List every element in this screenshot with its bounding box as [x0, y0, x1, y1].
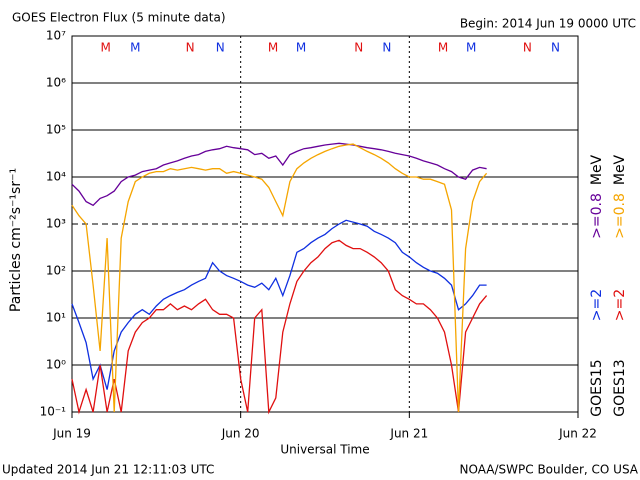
legend-satellite: GOES15	[589, 359, 605, 416]
series-line	[71, 239, 488, 415]
legend-entry: >=0.8	[612, 193, 628, 239]
legend-unit: MeV	[589, 154, 605, 185]
y-tick-label: 10⁷	[46, 29, 66, 43]
x-tick-label: Jun 20	[221, 427, 260, 441]
event-marker: M	[130, 41, 140, 55]
event-marker: N	[186, 41, 195, 55]
series-line	[71, 142, 487, 207]
y-tick-label: 10⁶	[46, 76, 66, 90]
legend-unit: MeV	[612, 154, 628, 185]
legend-entry: >=2	[589, 289, 605, 321]
event-marker: M	[101, 41, 111, 55]
legend-entry: >=2	[612, 289, 628, 321]
legend-entry: >=0.8	[589, 193, 605, 239]
y-tick-label: 10¹	[46, 311, 66, 325]
x-tick-label: Jun 21	[389, 427, 428, 441]
y-tick-label: 10⁵	[46, 123, 66, 137]
event-marker: N	[382, 41, 391, 55]
x-axis-label: Universal Time	[280, 443, 369, 457]
event-marker: N	[216, 41, 225, 55]
y-tick-label: 10³	[46, 217, 66, 231]
y-axis-label: Particles cm⁻²s⁻¹sr⁻¹	[8, 168, 24, 312]
y-tick-label: 10⁻¹	[40, 405, 67, 419]
legend-satellite: GOES13	[612, 359, 628, 416]
event-marker: M	[438, 41, 448, 55]
x-tick-label: Jun 19	[52, 427, 91, 441]
y-tick-label: 10²	[46, 264, 66, 278]
y-tick-label: 10⁴	[46, 170, 66, 184]
series-line	[71, 219, 487, 390]
event-marker: M	[466, 41, 476, 55]
footer-left: Updated 2014 Jun 21 12:11:03 UTC	[2, 463, 214, 477]
event-marker: M	[268, 41, 278, 55]
event-marker: N	[551, 41, 560, 55]
event-marker: N	[523, 41, 532, 55]
series-line	[71, 143, 488, 413]
footer-right: NOAA/SWPC Boulder, CO USA	[460, 463, 639, 477]
chart-title: GOES Electron Flux (5 minute data)	[12, 11, 226, 25]
event-marker: M	[296, 41, 306, 55]
x-tick-label: Jun 22	[558, 427, 597, 441]
chart-subtitle: Begin: 2014 Jun 19 0000 UTC	[460, 17, 636, 31]
event-marker: N	[354, 41, 363, 55]
y-tick-label: 10⁰	[46, 358, 66, 372]
